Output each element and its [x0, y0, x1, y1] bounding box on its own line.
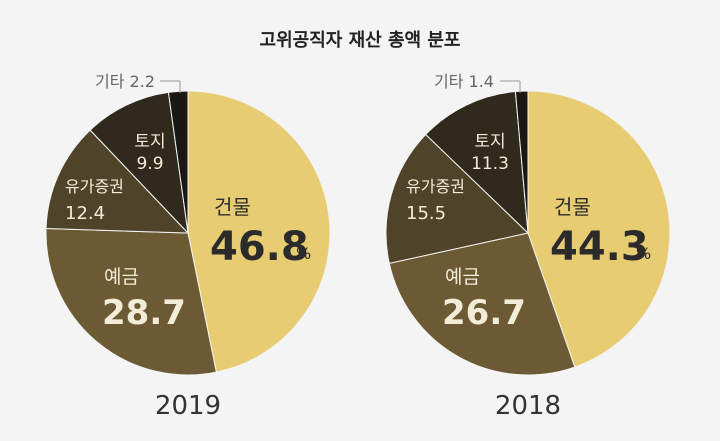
building-label-2018: 건물 — [554, 195, 591, 219]
deposit-label-2018: 예금 — [445, 266, 480, 288]
pie-2018: 기타 1.4 토지 11.3 유가증권 15.5 예금 26.7 건물 44.3… — [385, 72, 671, 421]
land-value-2019: 9.9 — [136, 154, 163, 174]
deposit-value-2019: 28.7 — [102, 293, 186, 333]
pie-slice-deposit-2018 — [388, 232, 576, 376]
other-label-2018: 기타 1.4 — [434, 72, 494, 91]
deposit-label-2019: 예금 — [104, 266, 139, 288]
pie-slice-deposit-2019 — [45, 228, 217, 376]
deposit-value-2018: 26.7 — [442, 293, 526, 333]
securities-value-2019: 12.4 — [65, 203, 105, 224]
building-label-2019: 건물 — [214, 195, 251, 219]
pie-slice-land-2019 — [89, 91, 189, 235]
chart-title: 고위공직자 재산 총액 분포 — [259, 30, 461, 51]
building-value-2019: 46.8 — [210, 224, 309, 270]
pie-slice-land-2018 — [424, 91, 529, 235]
pie-2019: 기타 2.2 토지 9.9 유가증권 12.4 예금 28.7 건물 46.8 … — [45, 72, 331, 421]
pie-2018-slices — [385, 90, 671, 376]
securities-value-2018: 15.5 — [406, 203, 446, 224]
year-2018: 2018 — [495, 391, 561, 421]
pie-slice-building-2018 — [527, 90, 671, 368]
securities-label-2018: 유가증권 — [406, 177, 465, 196]
other-label-2019: 기타 2.2 — [95, 72, 155, 91]
land-label-2018: 토지 — [474, 132, 505, 152]
land-label-2019: 토지 — [134, 132, 165, 152]
pie-slice-securities-2018 — [385, 133, 530, 264]
building-value-2018: 44.3 — [550, 224, 649, 270]
pie-2019-slices — [45, 90, 331, 376]
land-value-2018: 11.3 — [471, 154, 509, 174]
pie-slice-securities-2019 — [45, 129, 190, 234]
unit-2018: % — [636, 244, 651, 263]
pie-slice-building-2019 — [187, 90, 331, 373]
pie-slice-other-2018 — [514, 90, 529, 234]
pie-slice-other-2019 — [167, 90, 189, 234]
year-2019: 2019 — [155, 391, 221, 421]
securities-label-2019: 유가증권 — [65, 177, 124, 196]
unit-2019: % — [296, 244, 311, 263]
